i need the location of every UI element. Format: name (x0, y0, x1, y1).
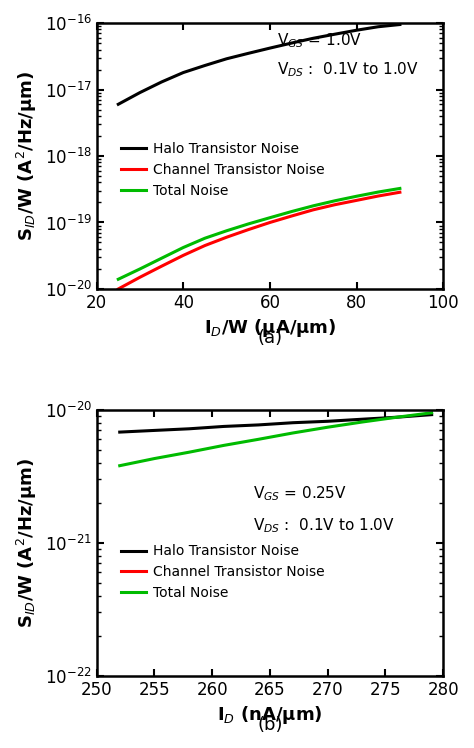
Text: (a): (a) (257, 329, 283, 347)
Halo Transistor Noise (246, 49, 251, 58)
Halo Transistor Noise (332, 30, 338, 39)
Halo Transistor Noise (375, 22, 381, 31)
Channel Transistor Noise (325, 706, 330, 715)
Total Noise (137, 265, 143, 274)
Halo Transistor Noise (310, 34, 316, 43)
Line: Channel Transistor Noise: Channel Transistor Noise (120, 698, 432, 732)
Channel Transistor Noise (117, 727, 123, 736)
Halo Transistor Noise (289, 39, 294, 48)
Text: V$_{GS}$ = 1.0V: V$_{GS}$ = 1.0V (277, 31, 362, 49)
Total Noise (117, 462, 123, 470)
Total Noise (359, 417, 365, 426)
Halo Transistor Noise (394, 413, 400, 422)
Halo Transistor Noise (221, 422, 227, 431)
Line: Halo Transistor Noise: Halo Transistor Noise (118, 25, 400, 104)
Halo Transistor Noise (116, 99, 121, 108)
Halo Transistor Noise (224, 55, 229, 64)
Halo Transistor Noise (255, 420, 261, 429)
Channel Transistor Noise (152, 724, 157, 733)
Legend: Halo Transistor Noise, Channel Transistor Noise, Total Noise: Halo Transistor Noise, Channel Transisto… (121, 141, 325, 197)
Channel Transistor Noise (246, 225, 251, 234)
Total Noise (397, 184, 403, 193)
Total Noise (202, 233, 208, 242)
Channel Transistor Noise (359, 702, 365, 711)
Channel Transistor Noise (137, 273, 143, 282)
Channel Transistor Noise (290, 710, 296, 719)
Halo Transistor Noise (159, 78, 164, 87)
Line: Halo Transistor Noise: Halo Transistor Noise (120, 414, 432, 432)
Total Noise (375, 188, 381, 197)
Channel Transistor Noise (159, 262, 164, 271)
Channel Transistor Noise (375, 191, 381, 200)
Halo Transistor Noise (354, 25, 359, 34)
Total Noise (429, 408, 435, 417)
Line: Channel Transistor Noise: Channel Transistor Noise (118, 192, 400, 289)
Text: (b): (b) (257, 716, 283, 734)
Channel Transistor Noise (332, 200, 338, 209)
Total Noise (116, 275, 121, 283)
Total Noise (310, 201, 316, 210)
Total Noise (181, 243, 186, 252)
Total Noise (159, 254, 164, 263)
Total Noise (354, 191, 359, 200)
Halo Transistor Noise (429, 410, 435, 419)
X-axis label: I$_D$/W (μA/μm): I$_D$/W (μA/μm) (204, 317, 336, 340)
Line: Total Noise: Total Noise (120, 413, 432, 466)
Channel Transistor Noise (429, 693, 435, 702)
Halo Transistor Noise (290, 418, 296, 427)
Total Noise (221, 441, 227, 450)
Channel Transistor Noise (116, 284, 121, 293)
Text: V$_{DS}$ :  0.1V to 1.0V: V$_{DS}$ : 0.1V to 1.0V (277, 61, 419, 79)
Halo Transistor Noise (202, 61, 208, 70)
Total Noise (152, 454, 157, 463)
Channel Transistor Noise (224, 233, 229, 242)
Total Noise (186, 448, 192, 457)
Total Noise (394, 413, 400, 422)
Halo Transistor Noise (117, 428, 123, 437)
Channel Transistor Noise (221, 717, 227, 726)
Total Noise (224, 227, 229, 236)
Text: V$_{GS}$ = 0.25V: V$_{GS}$ = 0.25V (253, 484, 346, 503)
Total Noise (289, 207, 294, 216)
Text: V$_{DS}$ :  0.1V to 1.0V: V$_{DS}$ : 0.1V to 1.0V (253, 516, 394, 535)
Total Noise (246, 219, 251, 228)
Halo Transistor Noise (397, 20, 403, 29)
Total Noise (332, 196, 338, 205)
Halo Transistor Noise (325, 417, 330, 426)
Halo Transistor Noise (137, 88, 143, 97)
Halo Transistor Noise (359, 414, 365, 423)
Total Noise (255, 435, 261, 444)
Channel Transistor Noise (181, 251, 186, 260)
Line: Total Noise: Total Noise (118, 188, 400, 279)
Y-axis label: S$_{ID}$/W (A$^2$/Hz/μm): S$_{ID}$/W (A$^2$/Hz/μm) (15, 458, 39, 628)
Halo Transistor Noise (152, 426, 157, 435)
Channel Transistor Noise (354, 196, 359, 205)
Channel Transistor Noise (289, 212, 294, 221)
Channel Transistor Noise (310, 206, 316, 215)
Channel Transistor Noise (255, 714, 261, 723)
Total Noise (290, 429, 296, 438)
X-axis label: I$_D$ (nA/μm): I$_D$ (nA/μm) (217, 704, 323, 726)
Channel Transistor Noise (186, 721, 192, 730)
Channel Transistor Noise (267, 218, 273, 227)
Channel Transistor Noise (397, 188, 403, 197)
Halo Transistor Noise (186, 424, 192, 433)
Y-axis label: S$_{ID}$/W (A$^2$/Hz/μm): S$_{ID}$/W (A$^2$/Hz/μm) (15, 71, 39, 241)
Channel Transistor Noise (394, 698, 400, 707)
Channel Transistor Noise (202, 241, 208, 250)
Halo Transistor Noise (181, 68, 186, 77)
Halo Transistor Noise (267, 43, 273, 52)
Total Noise (267, 213, 273, 222)
Legend: Halo Transistor Noise, Channel Transistor Noise, Total Noise: Halo Transistor Noise, Channel Transisto… (121, 545, 325, 601)
Total Noise (325, 423, 330, 432)
